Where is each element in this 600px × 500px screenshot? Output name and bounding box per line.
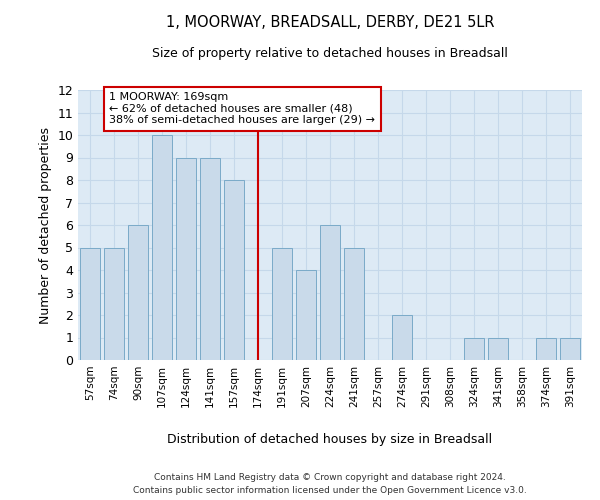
Bar bbox=[200, 158, 220, 360]
Text: 1, MOORWAY, BREADSALL, DERBY, DE21 5LR: 1, MOORWAY, BREADSALL, DERBY, DE21 5LR bbox=[166, 15, 494, 30]
Bar bbox=[224, 180, 244, 360]
Text: Contains public sector information licensed under the Open Government Licence v3: Contains public sector information licen… bbox=[133, 486, 527, 495]
Bar bbox=[560, 338, 580, 360]
Bar bbox=[272, 248, 292, 360]
Bar bbox=[536, 338, 556, 360]
Bar bbox=[464, 338, 484, 360]
Bar bbox=[104, 248, 124, 360]
Bar bbox=[320, 225, 340, 360]
Bar bbox=[488, 338, 508, 360]
Bar bbox=[176, 158, 196, 360]
Bar bbox=[152, 135, 172, 360]
Bar bbox=[80, 248, 100, 360]
Text: Distribution of detached houses by size in Breadsall: Distribution of detached houses by size … bbox=[167, 432, 493, 446]
Text: 1 MOORWAY: 169sqm
← 62% of detached houses are smaller (48)
38% of semi-detached: 1 MOORWAY: 169sqm ← 62% of detached hous… bbox=[109, 92, 375, 126]
Y-axis label: Number of detached properties: Number of detached properties bbox=[39, 126, 52, 324]
Bar bbox=[392, 315, 412, 360]
Text: Size of property relative to detached houses in Breadsall: Size of property relative to detached ho… bbox=[152, 48, 508, 60]
Bar bbox=[296, 270, 316, 360]
Bar bbox=[344, 248, 364, 360]
Bar bbox=[128, 225, 148, 360]
Text: Contains HM Land Registry data © Crown copyright and database right 2024.: Contains HM Land Registry data © Crown c… bbox=[154, 472, 506, 482]
